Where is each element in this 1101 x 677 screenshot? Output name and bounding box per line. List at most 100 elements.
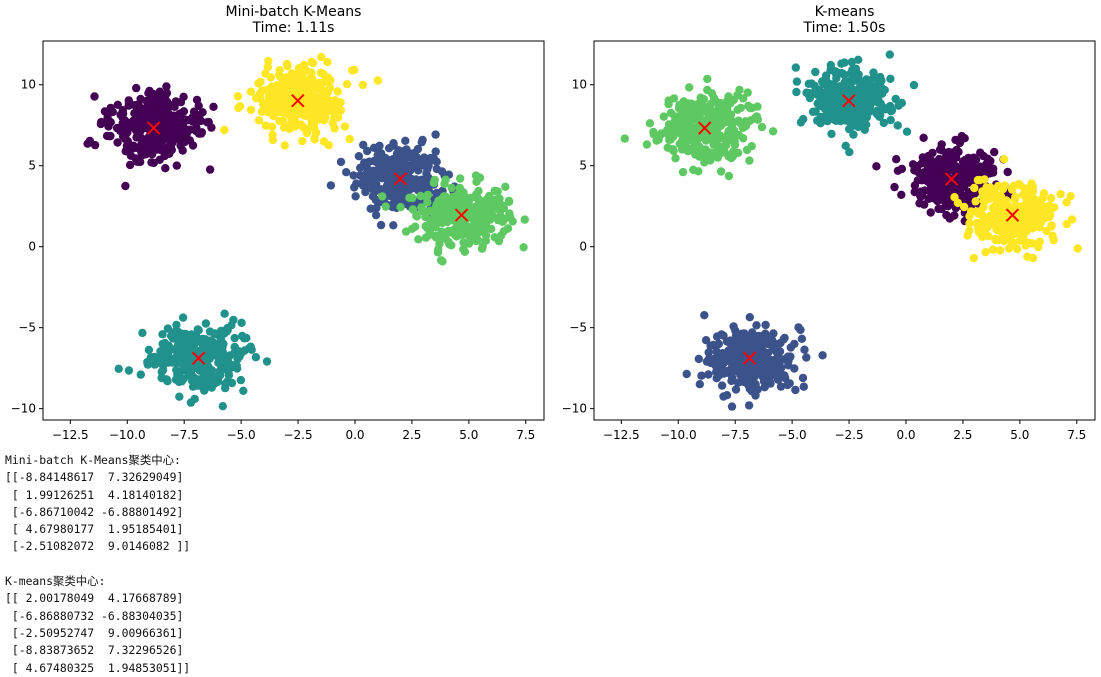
data-point [246, 87, 256, 96]
data-point [666, 135, 675, 144]
data-point [167, 137, 177, 146]
data-point [841, 116, 851, 125]
data-point [1056, 189, 1065, 199]
data-point [173, 327, 182, 336]
data-point [849, 130, 858, 139]
data-point [340, 122, 350, 131]
data-point [1035, 237, 1045, 246]
data-point [436, 208, 445, 217]
data-point [813, 90, 822, 100]
data-point [163, 324, 173, 333]
data-point [684, 107, 693, 116]
data-point [459, 188, 468, 197]
cluster-center-marker [393, 172, 408, 186]
data-point [783, 380, 792, 390]
data-point [645, 119, 655, 128]
console-line: K-means聚类中心: [5, 574, 106, 589]
data-point [744, 401, 754, 410]
x-tick-label: −10.0 [660, 428, 697, 442]
data-point [361, 170, 370, 179]
console-line [5, 556, 190, 573]
data-point [799, 382, 808, 391]
data-point [937, 140, 946, 149]
data-point [688, 115, 697, 124]
data-point [280, 141, 289, 150]
data-point [376, 220, 386, 230]
data-point [330, 103, 339, 112]
data-point [158, 330, 167, 339]
data-point [994, 236, 1003, 245]
points-layer [620, 50, 1082, 411]
data-point [321, 113, 330, 122]
data-point [160, 338, 170, 348]
data-point [998, 184, 1008, 194]
data-point [205, 165, 215, 174]
console-line: [ 4.67480325 1.94853051]] [5, 660, 191, 675]
x-tick-label: −7.5 [721, 428, 750, 442]
data-point [149, 158, 158, 168]
x-tick-label: −10.0 [109, 428, 146, 442]
data-point [743, 88, 752, 97]
data-point [754, 369, 763, 378]
data-point [473, 235, 483, 245]
data-point [774, 365, 783, 374]
data-point [200, 386, 209, 395]
data-point [208, 374, 217, 384]
data-point [354, 152, 364, 161]
data-point [981, 248, 990, 257]
data-point [90, 140, 100, 150]
data-point [731, 385, 741, 394]
data-point [800, 345, 809, 354]
data-point [317, 52, 326, 62]
data-point [172, 161, 181, 170]
data-point [356, 163, 365, 172]
data-point [378, 192, 387, 201]
data-point [712, 124, 722, 133]
data-point [263, 62, 272, 72]
data-point [432, 188, 441, 198]
data-point [402, 149, 411, 158]
data-point [695, 380, 704, 389]
data-point [170, 102, 179, 112]
data-point [416, 191, 425, 201]
cluster-center-marker [191, 351, 206, 365]
data-point [251, 353, 261, 362]
data-point [291, 105, 301, 114]
console-line: [[-8.84148617 7.32629049] [5, 470, 184, 485]
data-point [1073, 244, 1082, 253]
data-point [869, 68, 878, 77]
data-point [310, 107, 319, 117]
data-point [848, 73, 857, 82]
data-point [716, 167, 726, 176]
data-point [982, 166, 992, 176]
data-point [971, 197, 980, 206]
data-point [1007, 237, 1016, 247]
data-point [841, 91, 851, 101]
data-point [726, 336, 735, 345]
data-point [272, 102, 281, 111]
data-point [352, 179, 361, 188]
data-point [418, 135, 427, 145]
data-point [802, 353, 811, 362]
data-point [1020, 220, 1030, 230]
data-point [825, 97, 835, 107]
data-point [238, 331, 247, 341]
console-line: Mini-batch K-Means聚类中心: [5, 453, 181, 467]
data-point [783, 352, 793, 361]
data-point [201, 319, 211, 328]
data-point [699, 147, 708, 156]
data-point [208, 348, 217, 357]
data-point [408, 205, 418, 214]
console-line: [ 4.67980177 1.95185401] [5, 522, 184, 537]
data-point [230, 333, 239, 343]
data-point [482, 199, 491, 209]
data-point [379, 169, 389, 178]
data-point [267, 122, 277, 131]
data-point [792, 77, 802, 86]
data-point [716, 358, 725, 367]
x-tick-label: 2.5 [953, 428, 972, 442]
data-point [897, 190, 906, 199]
data-point [727, 402, 737, 411]
data-point [325, 83, 335, 92]
data-point [938, 155, 947, 164]
